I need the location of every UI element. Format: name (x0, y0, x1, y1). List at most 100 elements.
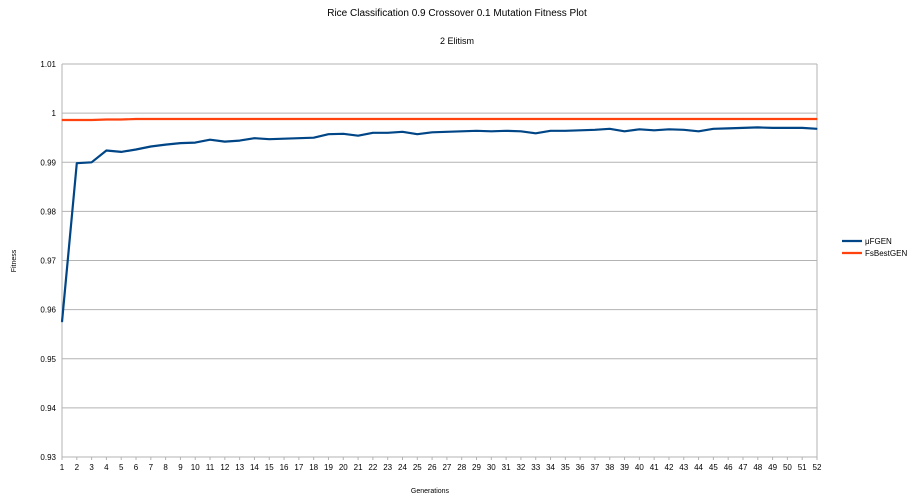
x-tick-label: 6 (134, 463, 139, 472)
chart-title: Rice Classification 0.9 Crossover 0.1 Mu… (327, 8, 587, 19)
data-point-series-1 (727, 118, 729, 120)
y-tick-label: 1 (52, 109, 57, 118)
data-point-series-0 (505, 130, 507, 132)
data-point-series-1 (239, 118, 241, 120)
data-point-series-0 (623, 130, 626, 132)
x-tick-label: 24 (398, 463, 407, 472)
data-point-series-0 (91, 161, 93, 163)
data-point-series-1 (757, 118, 759, 120)
x-tick-label: 42 (665, 463, 674, 472)
x-tick-label: 28 (457, 463, 466, 472)
x-tick-label: 43 (679, 463, 688, 472)
x-tick-label: 9 (178, 463, 183, 472)
data-point-series-0 (712, 128, 714, 130)
data-point-series-1 (653, 118, 655, 120)
x-tick-label: 19 (324, 463, 333, 472)
data-point-series-0 (475, 130, 478, 132)
data-point-series-1 (224, 118, 226, 120)
x-tick-label: 36 (576, 463, 585, 472)
x-tick-label: 31 (502, 463, 511, 472)
data-point-series-0 (313, 137, 315, 139)
data-point-series-0 (697, 130, 700, 132)
data-point-series-0 (727, 127, 729, 129)
x-tick-label: 5 (119, 463, 124, 472)
data-point-series-0 (76, 162, 78, 164)
data-point-series-0 (239, 140, 241, 142)
data-point-series-0 (549, 130, 552, 132)
x-tick-label: 25 (413, 463, 422, 472)
data-point-series-1 (76, 119, 78, 121)
x-tick-label: 49 (768, 463, 777, 472)
data-point-series-0 (298, 137, 300, 139)
data-point-series-1 (313, 118, 315, 120)
data-point-series-1 (801, 118, 803, 120)
data-point-series-1 (490, 118, 492, 120)
x-tick-label: 17 (294, 463, 303, 472)
data-point-series-1 (549, 118, 552, 120)
series-line-1 (62, 117, 817, 122)
x-axis-label: Generations (411, 488, 450, 495)
data-point-series-1 (505, 118, 507, 120)
data-point-series-0 (564, 130, 566, 132)
data-point-series-1 (268, 118, 270, 120)
data-point-series-1 (327, 118, 330, 120)
data-point-series-1 (623, 118, 626, 120)
x-tick-label: 38 (605, 463, 614, 472)
x-tick-label: 39 (620, 463, 629, 472)
data-point-series-0 (431, 131, 433, 133)
data-point-series-0 (387, 132, 389, 134)
data-point-series-1 (416, 118, 418, 120)
data-point-series-0 (771, 127, 774, 129)
y-axis-ticks: 0.93 0.94 0.95 0.96 0.97 0.98 0.99 1 1.01 (40, 60, 56, 462)
data-point-series-1 (91, 119, 93, 121)
data-point-series-1 (564, 118, 566, 120)
x-tick-label: 47 (739, 463, 748, 472)
x-tick-label: 11 (206, 463, 215, 472)
x-tick-label: 16 (280, 463, 289, 472)
y-tick-label: 1.01 (40, 60, 56, 69)
y-tick-label: 0.98 (40, 207, 56, 216)
x-tick-label: 41 (650, 463, 659, 472)
data-point-series-0 (209, 139, 211, 141)
data-point-series-0 (401, 131, 404, 133)
x-tick-label: 44 (694, 463, 703, 472)
data-point-series-0 (372, 132, 374, 134)
data-point-series-1 (461, 118, 463, 120)
x-tick-label: 46 (724, 463, 733, 472)
data-point-series-1 (594, 118, 596, 120)
data-point-series-0 (120, 151, 122, 153)
y-tick-label: 0.97 (40, 257, 56, 266)
data-point-series-0 (668, 128, 670, 130)
x-tick-label: 40 (635, 463, 644, 472)
data-point-series-1 (535, 118, 537, 120)
data-point-series-0 (224, 141, 226, 143)
x-tick-label: 21 (354, 463, 363, 472)
data-point-series-0 (653, 129, 655, 131)
x-tick-label: 23 (383, 463, 392, 472)
data-point-series-0 (579, 129, 581, 131)
x-tick-label: 8 (163, 463, 168, 472)
data-point-series-1 (579, 118, 581, 120)
data-point-series-1 (253, 118, 256, 120)
x-tick-label: 3 (89, 463, 94, 472)
data-point-series-0 (357, 135, 359, 137)
y-tick-label: 0.96 (40, 306, 56, 315)
x-tick-label: 7 (149, 463, 154, 472)
data-point-series-0 (594, 129, 596, 131)
data-point-series-0 (520, 130, 522, 132)
gridlines (61, 63, 818, 458)
x-tick-label: 34 (546, 463, 555, 472)
data-point-series-0 (461, 130, 463, 132)
data-point-series-0 (490, 130, 492, 132)
x-tick-label: 27 (442, 463, 451, 472)
data-point-series-1 (446, 118, 448, 120)
x-tick-label: 22 (368, 463, 377, 472)
data-point-series-0 (194, 142, 196, 144)
data-point-series-1 (209, 118, 211, 120)
data-point-series-0 (416, 133, 418, 135)
y-axis-label: Fitness (11, 249, 18, 272)
data-point-series-1 (372, 118, 374, 120)
data-point-series-0 (61, 321, 63, 323)
data-point-series-1 (105, 118, 108, 121)
